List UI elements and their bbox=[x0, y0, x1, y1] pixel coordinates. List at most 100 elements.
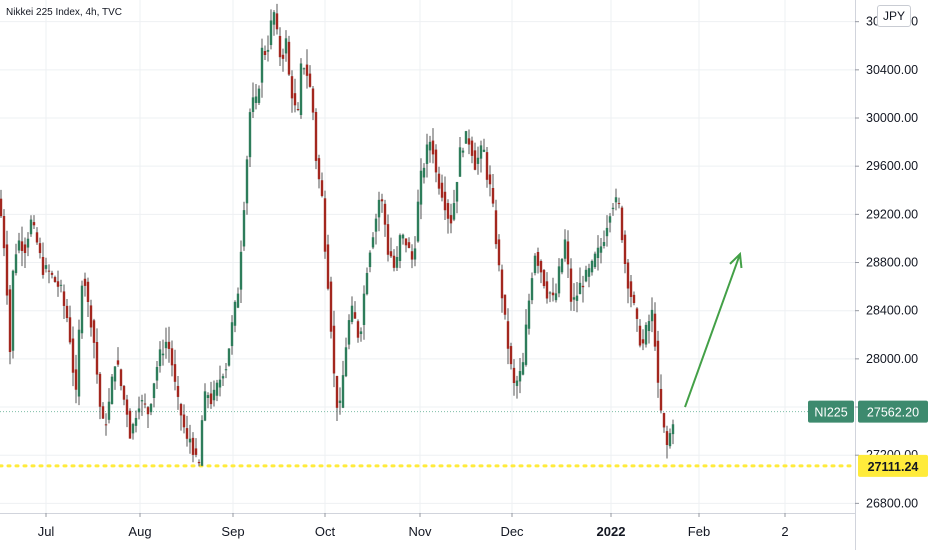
candle-body-down bbox=[329, 281, 333, 332]
candle bbox=[524, 309, 528, 367]
candle bbox=[365, 267, 369, 296]
candle-body-down bbox=[653, 313, 657, 347]
candle-body-up bbox=[347, 320, 351, 345]
candle bbox=[65, 298, 69, 323]
candle bbox=[485, 147, 489, 188]
candle bbox=[272, 10, 276, 36]
candle-body-up bbox=[548, 292, 552, 294]
time-axis[interactable]: Jul Aug Sep Oct Nov Dec 2022 Feb 2 bbox=[0, 513, 855, 550]
candle-body-down bbox=[86, 281, 90, 302]
candle-body-down bbox=[305, 64, 309, 76]
candle bbox=[431, 128, 435, 164]
candle bbox=[326, 234, 330, 291]
candle bbox=[602, 230, 606, 249]
candle bbox=[608, 213, 612, 233]
candle bbox=[335, 375, 339, 421]
candle bbox=[236, 287, 240, 309]
candle bbox=[566, 230, 570, 279]
candle bbox=[500, 264, 504, 313]
candle-body-up bbox=[668, 433, 672, 447]
candle bbox=[374, 213, 378, 245]
candle-body-down bbox=[35, 232, 39, 243]
candle-body-up bbox=[257, 88, 261, 103]
candle bbox=[23, 237, 27, 268]
candle-body-up bbox=[212, 389, 216, 401]
candle-body-down bbox=[122, 385, 126, 400]
candle bbox=[38, 237, 42, 259]
candle-body-down bbox=[281, 54, 285, 59]
candle-body-up bbox=[161, 353, 165, 356]
candle-body-down bbox=[320, 180, 324, 196]
candle bbox=[533, 253, 537, 276]
candle bbox=[62, 284, 66, 320]
candle bbox=[122, 384, 126, 406]
candle bbox=[119, 368, 123, 391]
candle bbox=[218, 365, 222, 397]
candle-body-down bbox=[62, 291, 66, 306]
candle-body-up bbox=[593, 253, 597, 268]
candle bbox=[536, 247, 540, 274]
candle-body-down bbox=[551, 292, 555, 296]
candle bbox=[98, 371, 102, 420]
candle-body-down bbox=[431, 140, 435, 155]
candle-body-up bbox=[650, 309, 654, 322]
candle bbox=[260, 38, 264, 98]
candle bbox=[377, 191, 381, 232]
candle bbox=[659, 374, 663, 414]
candle bbox=[392, 249, 396, 272]
candle-body-down bbox=[101, 406, 105, 419]
candle bbox=[191, 432, 195, 463]
candle-body-up bbox=[647, 321, 651, 332]
candle bbox=[323, 190, 327, 259]
candle-body-down bbox=[641, 339, 645, 344]
candle-body-up bbox=[344, 347, 348, 377]
candle bbox=[611, 202, 615, 216]
candle bbox=[77, 319, 81, 406]
candle-body-down bbox=[620, 207, 624, 241]
candle bbox=[176, 376, 180, 410]
candle-body-up bbox=[11, 270, 15, 351]
candle-body-down bbox=[116, 360, 120, 365]
candle-body-down bbox=[485, 152, 489, 180]
candle-body-up bbox=[362, 293, 366, 325]
candle bbox=[497, 234, 501, 272]
candle-body-up bbox=[671, 424, 675, 435]
candle-body-up bbox=[26, 238, 30, 248]
candle bbox=[644, 322, 648, 348]
candle bbox=[425, 133, 429, 178]
candle-body-down bbox=[308, 73, 312, 87]
candle bbox=[647, 314, 651, 344]
candle-body-up bbox=[29, 219, 33, 235]
candle bbox=[581, 275, 585, 303]
candle bbox=[26, 232, 30, 257]
candle bbox=[596, 235, 600, 271]
candle bbox=[221, 373, 225, 387]
candle bbox=[389, 237, 393, 258]
price-badges: NI225 27562.20 27111.24 bbox=[808, 400, 928, 477]
candle-body-down bbox=[665, 431, 669, 446]
candle-body-down bbox=[0, 198, 3, 217]
candle-body-up bbox=[521, 362, 525, 375]
candle bbox=[83, 272, 87, 297]
candle bbox=[32, 215, 36, 229]
currency-button[interactable]: JPY bbox=[877, 5, 911, 27]
candle-body-up bbox=[599, 246, 603, 253]
candle-body-down bbox=[56, 281, 60, 287]
candle-body-up bbox=[254, 96, 258, 103]
candle-body-up bbox=[164, 341, 168, 349]
candle-body-down bbox=[443, 191, 447, 211]
candle-body-up bbox=[221, 376, 225, 379]
candle-body-up bbox=[365, 272, 369, 295]
candle bbox=[284, 30, 288, 62]
candle-body-up bbox=[377, 199, 381, 218]
candle bbox=[572, 283, 576, 311]
candle-body-down bbox=[353, 312, 357, 319]
candle-body-down bbox=[296, 108, 300, 110]
candle bbox=[188, 424, 192, 454]
candle bbox=[548, 291, 552, 303]
candle bbox=[128, 408, 132, 439]
candle bbox=[134, 410, 138, 433]
candle-body-up bbox=[107, 401, 111, 420]
candle-body-down bbox=[8, 289, 12, 353]
